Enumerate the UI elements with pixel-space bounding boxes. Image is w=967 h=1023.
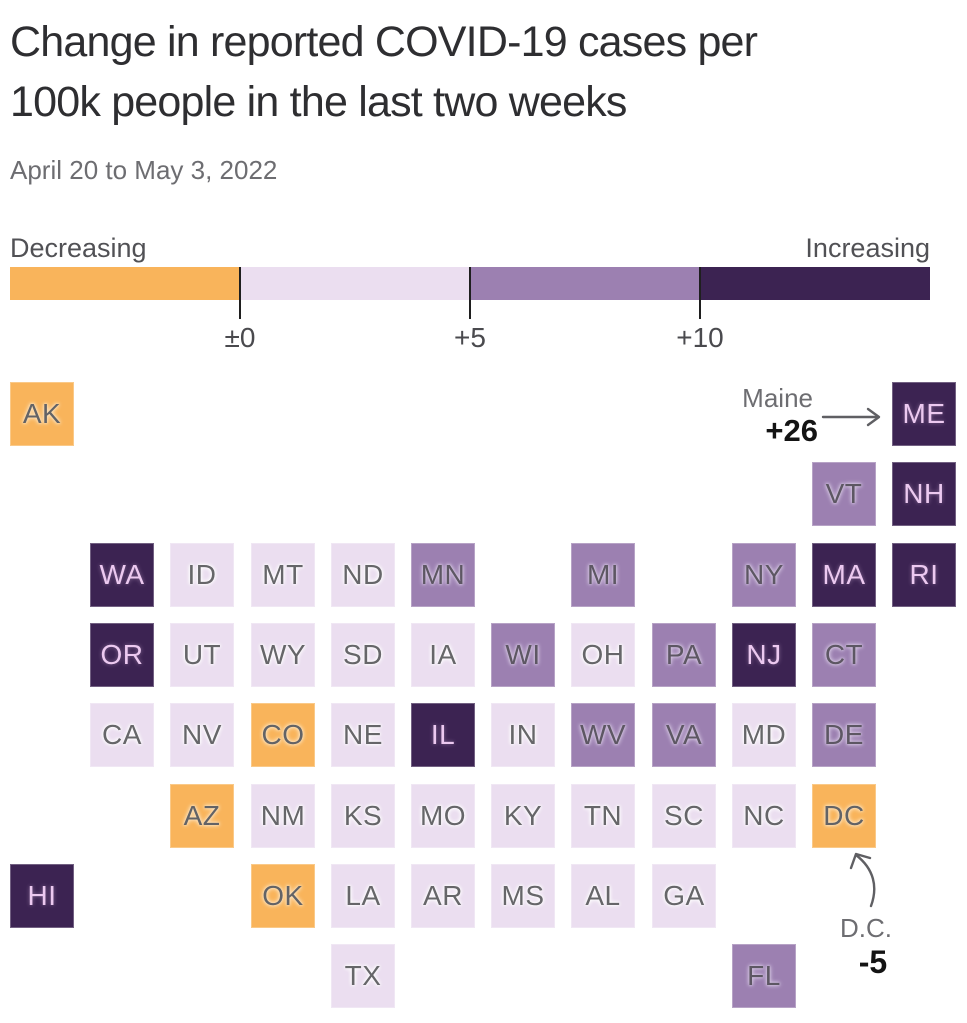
state-tile-OH: OH	[571, 623, 635, 687]
state-tile-TX: TX	[331, 944, 395, 1008]
state-tile-FL: FL	[732, 944, 796, 1008]
legend-decreasing-label: Decreasing	[10, 233, 147, 263]
state-tile-ME: ME	[892, 382, 956, 446]
legend-tick-label-0: ±0	[224, 322, 256, 353]
dc-annotation-label: D.C.	[840, 913, 892, 943]
state-tile-MO: MO	[411, 784, 475, 848]
state-tile-CO: CO	[251, 703, 315, 767]
legend-tick-label-2: +10	[676, 322, 724, 353]
state-tile-MA: MA	[812, 543, 876, 607]
state-tile-IA: IA	[411, 623, 475, 687]
state-tile-SD: SD	[331, 623, 395, 687]
state-tile-AL: AL	[571, 864, 635, 928]
state-tile-ND: ND	[331, 543, 395, 607]
state-tile-DE: DE	[812, 703, 876, 767]
state-tile-NH: NH	[892, 462, 956, 526]
legend-tick-label-1: +5	[454, 322, 486, 353]
state-tile-DC: DC	[812, 784, 876, 848]
state-tile-NV: NV	[170, 703, 234, 767]
date-range-subtitle: April 20 to May 3, 2022	[10, 155, 278, 185]
state-tile-OK: OK	[251, 864, 315, 928]
page-title-line1: Change in reported COVID-19 cases per	[10, 18, 758, 66]
state-tile-SC: SC	[652, 784, 716, 848]
legend-segment-+0-to-+5	[240, 267, 470, 300]
state-tile-CA: CA	[90, 703, 154, 767]
state-tile-AK: AK	[10, 382, 74, 446]
state-tile-RI: RI	[892, 543, 956, 607]
state-tile-MT: MT	[251, 543, 315, 607]
state-tile-IN: IN	[491, 703, 555, 767]
maine-annotation-arrow-icon	[820, 405, 890, 434]
page-title: Change in reported COVID-19 cases per 10…	[10, 12, 950, 132]
state-tile-HI: HI	[10, 864, 74, 928]
legend-tick-2	[698, 267, 702, 319]
maine-annotation-label: Maine	[742, 383, 813, 413]
state-tile-NE: NE	[331, 703, 395, 767]
state-tile-VT: VT	[812, 462, 876, 526]
state-tile-WV: WV	[571, 703, 635, 767]
state-tile-TN: TN	[571, 784, 635, 848]
legend-tick-0	[238, 267, 242, 319]
legend-segment-more-than-+10	[700, 267, 930, 300]
state-tile-PA: PA	[652, 623, 716, 687]
legend-increasing-label: Increasing	[805, 233, 930, 263]
state-tile-LA: LA	[331, 864, 395, 928]
state-tile-OR: OR	[90, 623, 154, 687]
legend-segment-decreasing	[10, 267, 240, 300]
state-tile-WI: WI	[491, 623, 555, 687]
state-tile-NY: NY	[732, 543, 796, 607]
state-tile-WA: WA	[90, 543, 154, 607]
dc-annotation-arrow-icon	[840, 849, 884, 916]
state-tile-IL: IL	[411, 703, 475, 767]
page-title-line2: 100k people in the last two weeks	[10, 78, 627, 127]
dc-annotation-value: -5	[858, 944, 888, 980]
state-tile-NC: NC	[732, 784, 796, 848]
legend-color-scale-bar	[10, 267, 930, 300]
state-tile-MN: MN	[411, 543, 475, 607]
state-tile-AZ: AZ	[170, 784, 234, 848]
state-tile-NJ: NJ	[732, 623, 796, 687]
legend-tick-1	[468, 267, 472, 319]
state-tile-NM: NM	[251, 784, 315, 848]
state-tile-GA: GA	[652, 864, 716, 928]
state-tile-ID: ID	[170, 543, 234, 607]
state-tile-VA: VA	[652, 703, 716, 767]
legend-segment-+5-to-+10	[470, 267, 700, 300]
state-tile-MI: MI	[571, 543, 635, 607]
state-tile-WY: WY	[251, 623, 315, 687]
state-tile-MD: MD	[732, 703, 796, 767]
state-tile-CT: CT	[812, 623, 876, 687]
state-tile-AR: AR	[411, 864, 475, 928]
state-tile-UT: UT	[170, 623, 234, 687]
state-tile-KS: KS	[331, 784, 395, 848]
maine-annotation-value: +26	[765, 413, 818, 448]
state-tile-KY: KY	[491, 784, 555, 848]
state-tile-MS: MS	[491, 864, 555, 928]
